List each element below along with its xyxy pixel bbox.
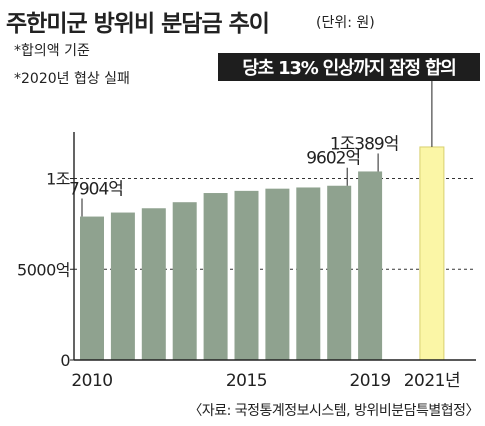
note-agreement-basis: *합의액 기준 — [14, 43, 90, 59]
bar-2017 — [296, 187, 321, 360]
x-tick-label-2010: 2010 — [71, 371, 112, 391]
bar-2011 — [110, 212, 135, 360]
source-note: 〈자료: 국정통계정보시스템, 방위비분담특별협정〉 — [188, 403, 479, 419]
y-tick-label-10000: 1조 — [46, 170, 70, 189]
bar-2021 — [419, 146, 445, 361]
x-tick-label-2019: 2019 — [349, 371, 390, 391]
note-negotiation-failure: *2020년 협상 실패 — [14, 71, 130, 87]
y-tick-label-5000: 5000억 — [17, 260, 70, 279]
chart-title: 주한미군 방위비 분담금 추이 — [6, 11, 270, 37]
data-label-2018: 9602억 — [306, 149, 360, 169]
data-label-2010: 7904억 — [69, 180, 123, 200]
bar-2019 — [358, 171, 383, 360]
bar-2012 — [141, 208, 166, 360]
data-label-2019: 1조389억 — [330, 134, 399, 154]
x-tick-label-2021: 2021년 — [404, 371, 460, 391]
bar-2016 — [265, 188, 290, 360]
highlight-callout-text: 당초 13% 인상까지 잠정 합의 — [242, 57, 455, 79]
bar-2014 — [203, 193, 228, 360]
bar-2018 — [327, 185, 352, 360]
bar-2010 — [80, 216, 104, 360]
y-tick-label-0: 0 — [60, 351, 70, 370]
bar-2013 — [172, 202, 197, 360]
bar-2015 — [234, 190, 259, 360]
unit-label: (단위: 원) — [316, 15, 375, 31]
x-tick-label-2015: 2015 — [226, 371, 267, 391]
highlight-callout-box — [218, 53, 480, 81]
